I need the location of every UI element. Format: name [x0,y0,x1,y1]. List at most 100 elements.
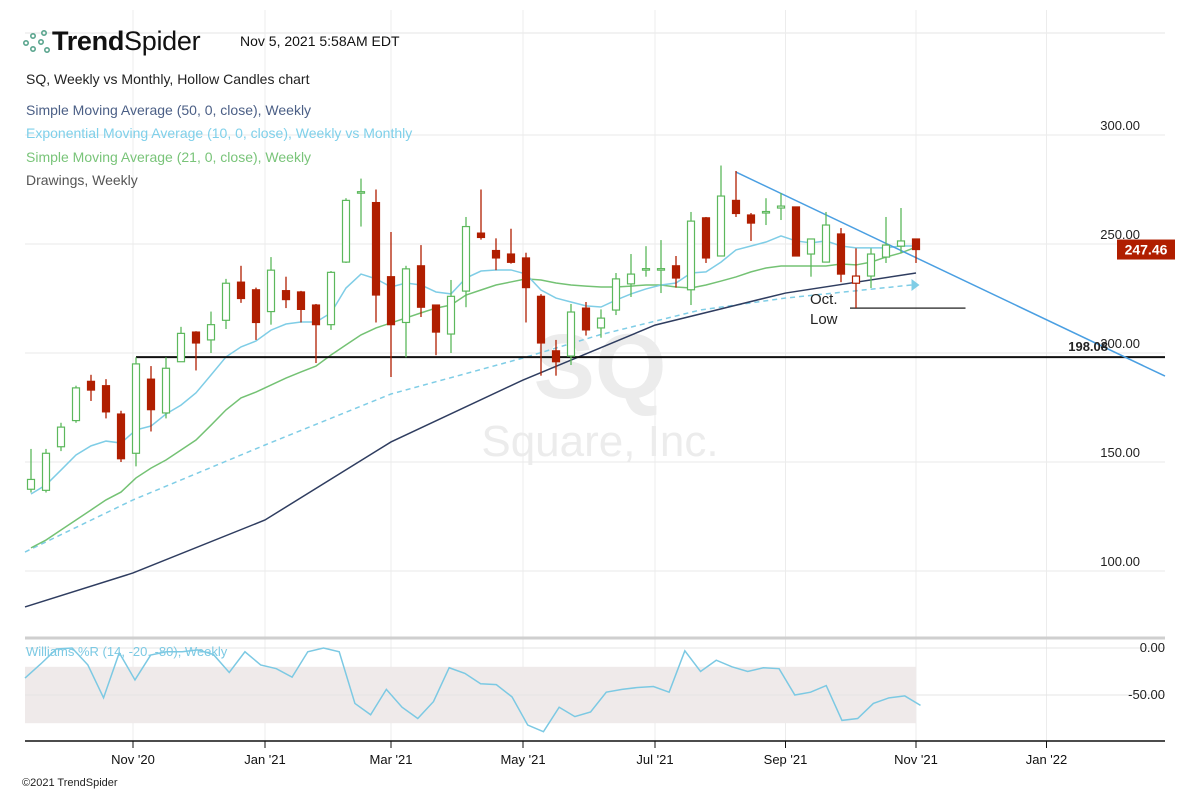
candle [821,211,831,263]
candle-body [146,378,156,411]
candle [806,238,816,277]
candle [446,279,456,353]
candle [746,213,756,241]
candle-body [26,478,36,490]
candle-body [686,220,696,291]
candle-body [191,331,201,344]
candle [116,410,126,462]
candle [401,265,411,358]
oct-low-label-line2: Low [810,311,838,328]
candle-body [836,233,846,275]
watermark-company: Square, Inc. [481,417,718,466]
candle-body [101,385,111,413]
candle [656,240,666,294]
candle [191,331,201,371]
candle [686,211,696,306]
candle [326,271,336,330]
candle [161,357,171,419]
candle-body [911,238,921,251]
candle [176,326,186,363]
date-tick-label: May '21 [500,752,545,767]
candle [386,232,396,377]
candle [776,192,786,221]
candle [761,198,771,226]
williams-r-title[interactable]: Williams %R (14, -20, -80), Weekly [26,644,228,659]
candle-body [56,426,66,448]
ema10-monthly-line [24,284,912,553]
legend-ema10[interactable]: Exponential Moving Average (10, 0, close… [26,125,413,141]
candle [371,189,381,323]
candle-body [371,201,381,296]
downtrend-line [735,171,1166,377]
candle [551,339,561,376]
candle-body [671,265,681,279]
candle [296,290,306,323]
price-tick-label: 200.00 [1100,336,1140,351]
copyright: ©2021 TrendSpider [22,777,118,789]
candle-body [326,271,336,326]
chart-layers [24,165,1166,733]
candle [596,309,606,338]
candle [416,245,426,318]
candle [731,170,741,217]
price-tick-label: 300.00 [1100,118,1140,133]
brand-name: TrendSpider [52,26,201,57]
candle [521,252,531,323]
candle-body [761,210,771,214]
legend-sma50[interactable]: Simple Moving Average (50, 0, close), We… [26,102,312,118]
candle-body [821,224,831,263]
candle-body [386,276,396,326]
legend-sma21[interactable]: Simple Moving Average (21, 0, close), We… [26,149,312,165]
candle [251,287,261,340]
candle-body [416,265,426,308]
support-label: 198.08 [1068,339,1108,354]
candle-body [701,217,711,259]
candle [311,303,321,364]
date-tick-label: Sep '21 [764,752,808,767]
candle [896,208,906,253]
candle [881,216,891,263]
candle [671,255,681,288]
candle-body [581,307,591,331]
legend-drawings[interactable]: Drawings, Weekly [26,172,138,188]
candle [461,216,471,308]
candle-body [161,367,171,414]
candle-body [491,249,501,259]
candle-body [251,289,261,324]
chart-title: SQ, Weekly vs Monthly, Hollow Candles ch… [26,71,310,87]
axes: 100.00 150.00 200.00 250.00 300.00 Nov '20 Jan… [25,118,1175,767]
candle-body [746,214,756,224]
candle-body [116,413,126,460]
date-tick-label: Mar '21 [370,752,413,767]
candle [86,374,96,401]
candle [506,228,516,264]
candle-body [656,268,666,271]
candle-body [791,206,801,257]
candle [866,248,876,289]
candle-body [131,363,141,454]
sma50-line [24,272,917,608]
brand-bold: Trend [52,26,125,56]
candle-body [71,387,81,422]
price-tick-label: 100.00 [1100,554,1140,569]
last-price-label: 247.46 [1125,242,1168,258]
candle-body [866,253,876,277]
candle [26,448,36,493]
watermark: SQ Square, Inc. [481,316,718,466]
timestamp: Nov 5, 2021 5:58AM EDT [240,33,400,49]
ema-monthly-arrow-icon [911,278,920,291]
candle [566,303,576,365]
candle [206,311,216,353]
sma21-line [30,246,917,549]
candle-body [41,452,51,491]
trendspider-logo[interactable]: TrendSpider [22,26,201,57]
candle-body [596,317,606,329]
candle-body [716,195,726,257]
candle [911,238,921,263]
ema10-line [30,235,916,495]
last-price-badge [1117,239,1175,260]
candle-body [566,311,576,357]
price-tick-label: 150.00 [1100,445,1140,460]
date-tick-label: Jan '22 [1026,752,1068,767]
